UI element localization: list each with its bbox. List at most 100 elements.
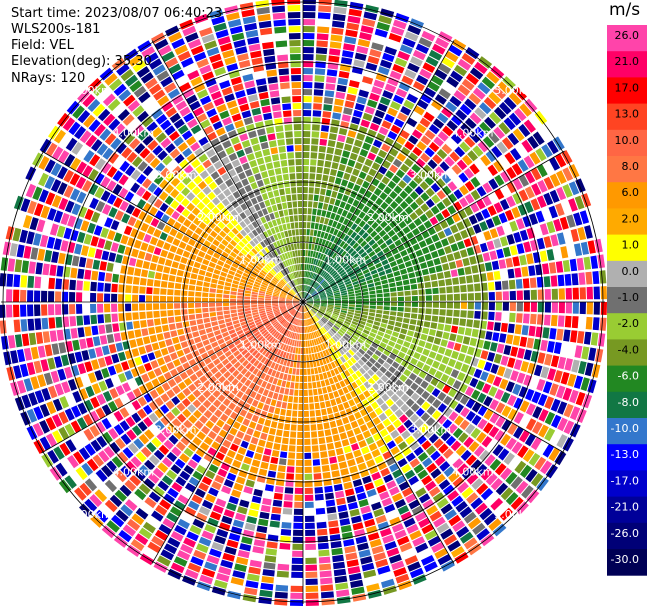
velocity-gate bbox=[320, 306, 327, 310]
velocity-gate bbox=[359, 384, 367, 392]
velocity-gate bbox=[531, 391, 542, 404]
velocity-gate bbox=[467, 517, 482, 530]
velocity-gate bbox=[368, 184, 376, 193]
velocity-gate bbox=[264, 374, 271, 382]
velocity-gate bbox=[396, 230, 405, 238]
velocity-gate bbox=[348, 80, 360, 88]
velocity-gate bbox=[477, 405, 488, 417]
velocity-gate bbox=[228, 366, 236, 374]
velocity-gate bbox=[558, 302, 565, 314]
velocity-gate bbox=[246, 396, 254, 405]
velocity-gate bbox=[282, 329, 287, 335]
velocity-gate bbox=[450, 546, 465, 558]
velocity-gate bbox=[84, 326, 92, 337]
velocity-gate bbox=[289, 215, 294, 222]
velocity-gate bbox=[198, 482, 209, 492]
velocity-gate bbox=[284, 366, 290, 374]
velocity-gate bbox=[353, 109, 363, 118]
velocity-gate bbox=[512, 335, 521, 346]
velocity-gate bbox=[319, 336, 324, 343]
velocity-gate bbox=[327, 347, 333, 355]
velocity-gate bbox=[76, 191, 87, 204]
velocity-gate bbox=[415, 196, 425, 206]
velocity-gate bbox=[316, 33, 329, 41]
velocity-gate bbox=[314, 223, 319, 230]
velocity-gate bbox=[453, 293, 460, 301]
velocity-gate bbox=[490, 363, 499, 374]
velocity-gate bbox=[298, 271, 301, 278]
velocity-gate bbox=[188, 476, 200, 487]
velocity-gate bbox=[267, 434, 275, 442]
velocity-gate bbox=[380, 211, 389, 220]
velocity-gate bbox=[395, 321, 402, 328]
velocity-gate bbox=[159, 499, 172, 510]
velocity-gate bbox=[263, 448, 272, 456]
velocity-gate bbox=[255, 333, 262, 340]
velocity-gate bbox=[291, 375, 296, 382]
velocity-gate bbox=[343, 226, 350, 234]
velocity-gate bbox=[369, 426, 378, 435]
velocity-gate bbox=[416, 141, 427, 151]
velocity-gate bbox=[282, 202, 288, 210]
velocity-gate bbox=[241, 110, 252, 119]
velocity-gate bbox=[76, 280, 83, 291]
velocity-gate bbox=[51, 251, 59, 263]
velocity-gate bbox=[275, 584, 289, 592]
velocity-gate bbox=[381, 384, 390, 392]
velocity-gate bbox=[263, 366, 270, 374]
velocity-gate bbox=[153, 279, 161, 287]
velocity-gate bbox=[298, 340, 301, 347]
velocity-gate bbox=[143, 478, 156, 490]
velocity-gate bbox=[316, 276, 321, 282]
velocity-gate bbox=[516, 290, 523, 300]
velocity-gate bbox=[281, 291, 287, 295]
velocity-gate bbox=[134, 469, 146, 482]
velocity-gate bbox=[136, 186, 146, 197]
velocity-gate bbox=[303, 382, 308, 389]
velocity-gate bbox=[291, 289, 296, 295]
velocity-gate bbox=[299, 368, 303, 375]
velocity-gate bbox=[69, 292, 76, 302]
velocity-gate bbox=[231, 32, 245, 42]
velocity-gate bbox=[271, 346, 277, 354]
velocity-gate bbox=[124, 350, 133, 360]
velocity-gate bbox=[228, 402, 236, 411]
velocity-gate bbox=[373, 234, 381, 242]
velocity-gate bbox=[433, 337, 442, 345]
velocity-gate bbox=[320, 131, 329, 139]
velocity-gate bbox=[303, 340, 306, 347]
velocity-gate bbox=[73, 217, 83, 230]
velocity-gate bbox=[311, 280, 315, 287]
velocity-gate bbox=[289, 316, 294, 323]
velocity-gate bbox=[180, 341, 189, 349]
velocity-gate bbox=[242, 16, 256, 25]
velocity-gate bbox=[6, 366, 16, 381]
velocity-gate bbox=[285, 322, 290, 328]
velocity-gate bbox=[295, 304, 301, 310]
velocity-gate bbox=[139, 311, 146, 320]
velocity-gate bbox=[234, 272, 242, 278]
velocity-gate bbox=[430, 205, 440, 215]
velocity-gate bbox=[317, 388, 323, 395]
velocity-gate bbox=[465, 386, 475, 397]
velocity-gate bbox=[423, 220, 433, 229]
velocity-gate bbox=[0, 304, 6, 318]
velocity-gate bbox=[239, 499, 250, 508]
velocity-gate bbox=[208, 181, 218, 191]
velocity-gate bbox=[323, 422, 330, 430]
velocity-gate bbox=[239, 2, 254, 11]
velocity-gate bbox=[276, 472, 285, 479]
velocity-gate bbox=[271, 329, 277, 336]
velocity-gate bbox=[291, 353, 295, 361]
velocity-gate bbox=[265, 294, 272, 297]
velocity-gate bbox=[430, 322, 438, 329]
velocity-gate bbox=[154, 397, 164, 407]
velocity-gate bbox=[350, 250, 357, 257]
velocity-gate bbox=[223, 263, 231, 270]
velocity-gate bbox=[181, 284, 189, 290]
velocity-gate bbox=[285, 138, 294, 145]
velocity-gate bbox=[469, 131, 481, 144]
velocity-gate bbox=[244, 299, 250, 302]
velocity-gate bbox=[267, 312, 274, 316]
velocity-gate bbox=[324, 313, 331, 318]
